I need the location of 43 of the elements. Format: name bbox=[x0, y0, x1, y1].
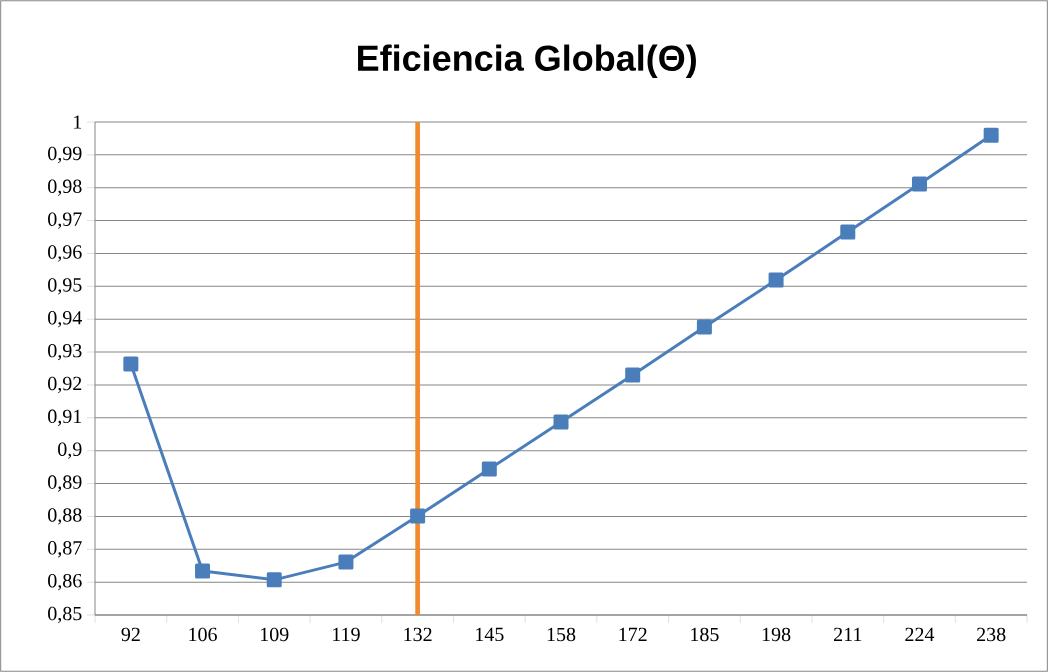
point bbox=[696, 319, 712, 335]
y-tick-label: 0,93 bbox=[48, 343, 82, 361]
point bbox=[410, 508, 426, 524]
point bbox=[553, 414, 569, 430]
y-tick-label: 0,95 bbox=[48, 278, 82, 295]
x-tick-label: 106 bbox=[189, 627, 217, 642]
point bbox=[481, 461, 497, 477]
x-tick-label: 172 bbox=[619, 627, 647, 641]
y-tick-label: 0,98 bbox=[48, 179, 82, 196]
y-tick-label: 0,94 bbox=[48, 311, 82, 328]
point bbox=[840, 224, 856, 240]
y-tick-label: 0,88 bbox=[48, 508, 82, 525]
x-tick-label: 211 bbox=[834, 627, 862, 641]
x-tick-label: 92 bbox=[121, 627, 140, 642]
point bbox=[911, 176, 927, 192]
chart-title: Eficiencia Global(Θ) bbox=[358, 44, 696, 79]
y-tick-label: 1 bbox=[74, 115, 82, 129]
point bbox=[195, 563, 211, 579]
y-tick-label: 0,89 bbox=[48, 475, 82, 492]
point bbox=[983, 127, 999, 143]
x-tick-label: 132 bbox=[404, 627, 432, 642]
y-tick-label: 0,91 bbox=[48, 409, 82, 426]
x-tick-label: 158 bbox=[547, 627, 576, 642]
point bbox=[768, 272, 784, 288]
y-tick-label: 0,96 bbox=[48, 245, 82, 262]
y-tick-label: 0,99 bbox=[48, 146, 82, 164]
y-tick-label: 0,85 bbox=[48, 606, 82, 624]
point bbox=[625, 367, 641, 383]
y-tick-label: 0,87 bbox=[48, 541, 82, 558]
x-tick-label: 145 bbox=[476, 627, 504, 642]
y-tick-label: 0,9 bbox=[58, 442, 82, 459]
y-tick-label: 0,86 bbox=[48, 573, 82, 591]
point bbox=[123, 356, 139, 372]
point bbox=[338, 554, 354, 570]
x-tick-label: 109 bbox=[260, 627, 289, 642]
x-tick-label: 185 bbox=[691, 627, 719, 642]
point bbox=[266, 572, 282, 588]
y-tick-label: 0,97 bbox=[48, 212, 82, 229]
x-tick-label: 224 bbox=[905, 627, 935, 641]
x-tick-label: 198 bbox=[762, 627, 791, 642]
x-tick-label: 238 bbox=[977, 627, 1006, 642]
x-tick-label: 119 bbox=[333, 627, 360, 642]
y-tick-label: 0,92 bbox=[48, 376, 82, 394]
